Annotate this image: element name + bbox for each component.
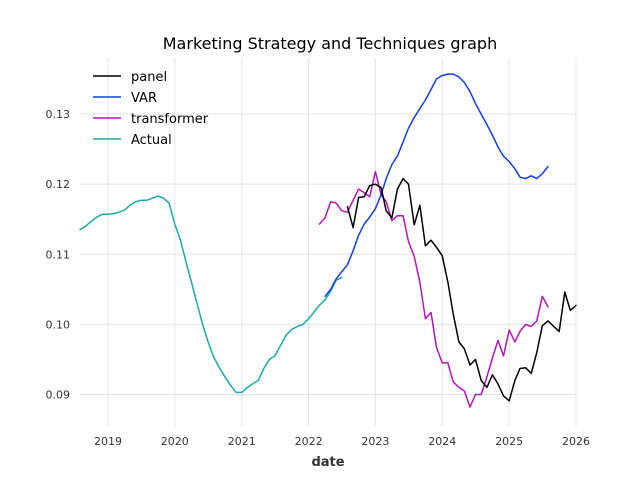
x-axis-label: date <box>311 455 344 470</box>
legend-item-panel: panel <box>93 70 167 85</box>
y-tick-label: 0.11 <box>46 248 71 261</box>
y-axis-ticks: 0.09 0.10 0.11 0.12 0.13 <box>46 108 71 401</box>
legend-item-transformer: transformer <box>93 112 209 127</box>
x-tick-label: 2023 <box>361 435 389 448</box>
y-tick-label: 0.09 <box>46 388 71 401</box>
series-line-transformer <box>318 170 549 408</box>
x-tick-label: 2020 <box>161 435 189 448</box>
series-line-actual <box>79 195 343 394</box>
legend-label: panel <box>131 70 167 85</box>
grid <box>80 58 577 426</box>
series-line-var <box>324 73 549 298</box>
x-axis-ticks: 2019 2020 2021 2022 2023 2024 2025 2026 <box>94 435 590 448</box>
series-layer <box>79 73 577 408</box>
x-tick-label: 2019 <box>94 435 122 448</box>
legend: panel VAR transformer Actual <box>93 70 209 148</box>
chart-title: Marketing Strategy and Techniques graph <box>163 34 497 53</box>
y-tick-label: 0.10 <box>46 318 71 331</box>
y-tick-label: 0.12 <box>46 178 71 191</box>
x-tick-label: 2022 <box>295 435 323 448</box>
legend-label: VAR <box>131 91 157 106</box>
x-tick-label: 2025 <box>495 435 523 448</box>
legend-label: Actual <box>131 133 172 148</box>
y-tick-label: 0.13 <box>46 108 71 121</box>
legend-item-var: VAR <box>93 91 157 106</box>
x-tick-label: 2026 <box>562 435 590 448</box>
legend-item-actual: Actual <box>93 133 172 148</box>
series-line-panel <box>346 177 577 402</box>
x-tick-label: 2024 <box>428 435 456 448</box>
legend-label: transformer <box>131 112 209 127</box>
x-tick-label: 2021 <box>228 435 256 448</box>
